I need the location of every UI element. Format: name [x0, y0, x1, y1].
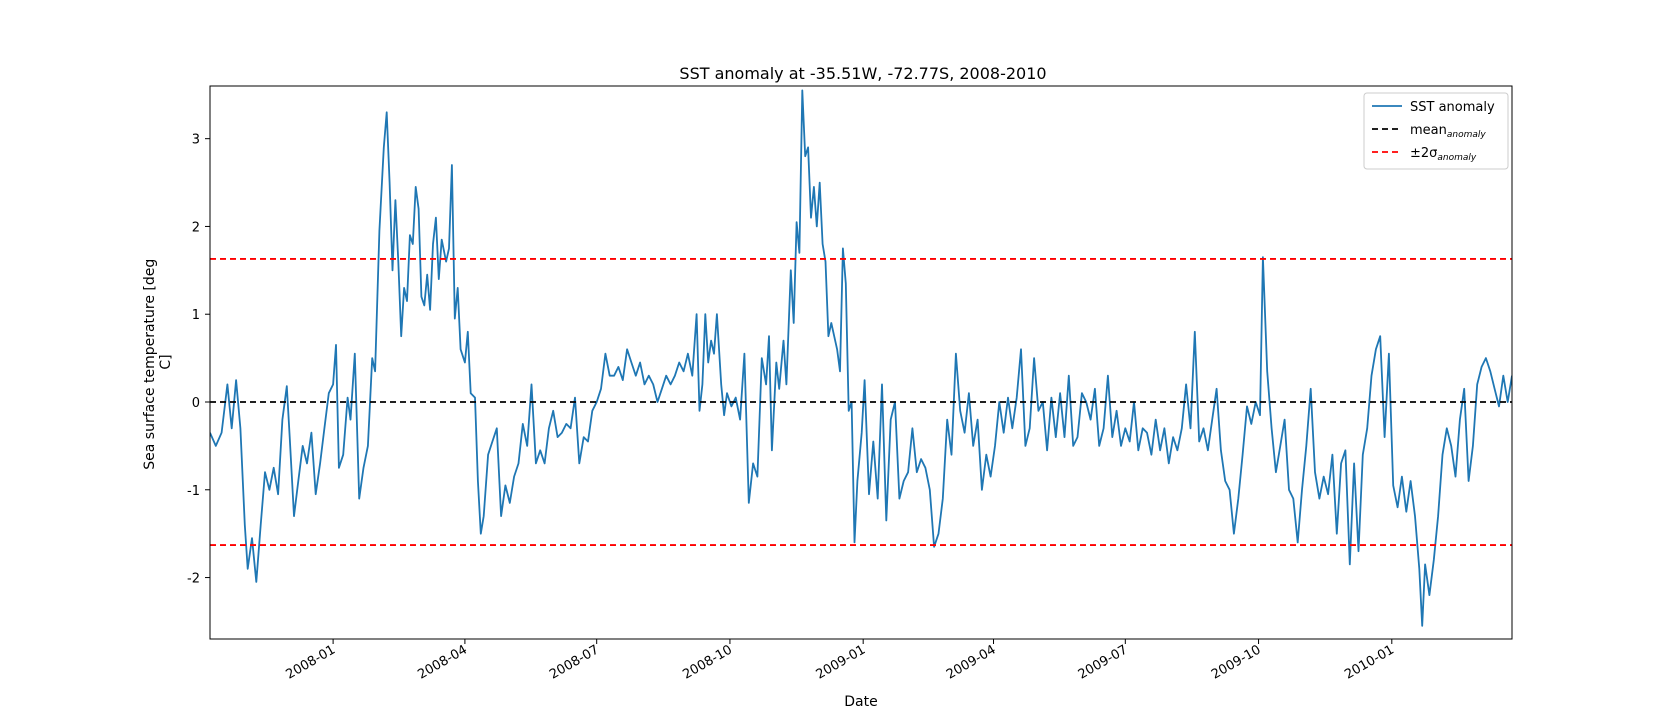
x-axis: 2008-01 2008-04 2008-07 2008-10 2009-01 2009-… [284, 639, 1397, 683]
plot-frame [209, 85, 1513, 640]
legend-frame [1363, 92, 1509, 170]
y-tick-label: -2 [187, 572, 200, 587]
x-tick-label: 2009-04 [944, 642, 999, 682]
legend: SST anomaly meananomaly ±2σanomaly [1363, 92, 1509, 170]
y-tick-label: -1 [187, 484, 200, 499]
chart-title: SST anomaly at -35.51W, -72.77S, 2008-20… [679, 64, 1046, 83]
y-tick-label: 1 [192, 308, 200, 323]
y-tick-label: 3 [192, 133, 200, 148]
plot-clip-group [210, 89, 1512, 627]
x-axis-label: Date [844, 694, 877, 710]
y-axis-label-line-1: Sea surface temperature [deg [142, 259, 158, 470]
y-tick-label: 0 [192, 396, 200, 411]
y-axis-label-line-2: C] [158, 354, 174, 369]
plot-area [210, 89, 1512, 627]
y-axis: -2 -1 0 1 2 3 [187, 133, 210, 587]
x-tick-label: 2008-04 [415, 642, 470, 682]
legend-label: meananomaly [1410, 123, 1486, 140]
x-tick-label: 2008-07 [547, 642, 602, 682]
y-tick-label: 2 [192, 220, 200, 235]
x-tick-label: 2008-01 [284, 642, 339, 682]
x-tick-label: 2009-01 [814, 642, 869, 682]
series-line-sst-anomaly [210, 89, 1512, 627]
x-tick-label: 2010-01 [1342, 642, 1397, 682]
x-tick-label: 2009-10 [1209, 642, 1264, 682]
x-tick-label: 2009-07 [1076, 642, 1131, 682]
x-tick-label: 2008-10 [680, 642, 735, 682]
y-axis-label: Sea surface temperature [deg C] [142, 254, 174, 469]
legend-label: ±2σanomaly [1410, 146, 1477, 163]
legend-label: SST anomaly [1410, 100, 1495, 115]
